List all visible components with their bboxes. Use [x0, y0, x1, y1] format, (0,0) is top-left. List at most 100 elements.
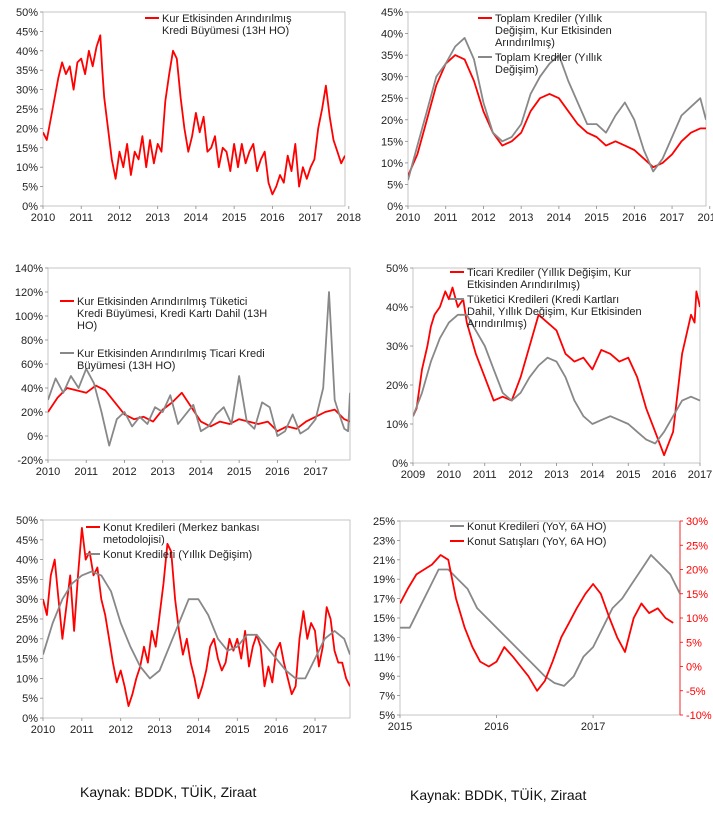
y-tick-label: 0%	[27, 431, 43, 443]
y-tick-label: 17%	[373, 594, 395, 606]
y-tick-label: 50%	[16, 515, 38, 527]
y-tick-label: 5%	[379, 710, 395, 722]
legend-label-1: Konut Kredileri (YoY, 6A HO)	[467, 521, 606, 533]
y-tick-label: 100%	[15, 311, 43, 323]
x-tick-label: 2012	[112, 466, 136, 478]
x-tick-label: 2014	[547, 212, 571, 224]
series-line-1	[43, 527, 350, 707]
x-tick-label: 2015	[225, 724, 249, 736]
y-tick-label: 30%	[16, 85, 38, 97]
x-tick-label: 2012	[471, 212, 495, 224]
x-tick-label: 2017	[660, 212, 684, 224]
y-tick-label: 5%	[22, 693, 38, 705]
x-tick-label: 2017	[298, 212, 322, 224]
y-tick-label: 60%	[21, 359, 43, 371]
y-tick-label: 15%	[16, 654, 38, 666]
x-tick-label: 2010	[36, 466, 60, 478]
y-tick-label: 0%	[22, 201, 38, 213]
y-tick-label: 19%	[373, 574, 395, 586]
y-tick-label: 50%	[386, 263, 408, 275]
y-tick-label: 10%	[386, 419, 408, 431]
legend-label-1: Konut Kredileri (Merkez bankası metodoloj…	[103, 522, 260, 546]
x-tick-label: 2018	[698, 212, 713, 224]
x-tick-label: 2015	[227, 466, 251, 478]
chart-c2: 0% 5% 10% 15% 20% 25% 30% 35% 40% 45% 2010 2011 2012…	[381, 7, 713, 224]
y2-tick-label: -5%	[686, 686, 706, 698]
y-tick-label: 30%	[386, 341, 408, 353]
y-tick-label: 25%	[373, 516, 395, 528]
y-tick-label: 20%	[16, 634, 38, 646]
chart-c5: 0% 5% 10% 15% 20% 25% 30% 35% 40% 45% 50% 2010 2011 2…	[16, 515, 351, 736]
y-tick-label: 25%	[381, 93, 403, 105]
series-line-2	[43, 570, 350, 680]
y-tick-label: 45%	[16, 535, 38, 547]
y-tick-label: 25%	[16, 104, 38, 116]
y-tick-label: 40%	[386, 302, 408, 314]
y-tick-label: 40%	[381, 29, 403, 41]
x-tick-label: 2016	[260, 212, 284, 224]
chart-c4: 0% 10% 20% 30% 40% 50% 2009 2010 2011 2012 2013 201…	[386, 263, 712, 481]
legend-label-2: Kur Etkisinden Arındırılmış Ticari Kredi…	[77, 348, 265, 372]
y-tick-label: 35%	[381, 50, 403, 62]
x-tick-label: 2014	[580, 469, 604, 481]
series-line-1	[48, 384, 350, 433]
y-tick-label: 35%	[16, 65, 38, 77]
x-tick-label: 2014	[186, 724, 210, 736]
x-tick-label: 2013	[145, 212, 169, 224]
x-tick-label: 2018	[337, 212, 361, 224]
y-tick-label: 10%	[381, 158, 403, 170]
x-tick-label: 2015	[388, 721, 412, 733]
series-line-2	[48, 291, 350, 447]
x-tick-label: 2011	[74, 466, 98, 478]
y-tick-label: 140%	[15, 263, 43, 275]
chart-c1: 0% 5% 10% 15% 20% 25% 30% 35% 40% 45% 50% 2010 2011 2…	[16, 7, 361, 224]
chart-c3: -20% 0% 20% 40% 60% 80% 100% 120% 140% 2010 2011 20…	[15, 263, 351, 478]
x-tick-label: 2016	[484, 721, 508, 733]
series-line-1	[408, 54, 706, 177]
legend-label-2: Tüketici Kredileri (Kredi Kartları Dahil,…	[467, 294, 642, 330]
x-tick-label: 2017	[303, 724, 327, 736]
source-note-right: Kaynak: BDDK, TÜİK, Ziraat	[410, 787, 587, 803]
y-tick-label: 35%	[16, 574, 38, 586]
legend-label-2: Toplam Krediler (Yıllık Değişim)	[495, 52, 602, 76]
x-tick-label: 2010	[396, 212, 420, 224]
y-tick-label: 45%	[16, 26, 38, 38]
y-tick-label: 20%	[381, 115, 403, 127]
y-tick-label: 9%	[379, 671, 395, 683]
y-tick-label: 23%	[373, 535, 395, 547]
x-tick-label: 2014	[189, 466, 213, 478]
x-tick-label: 2012	[108, 724, 132, 736]
y-tick-label: 15%	[381, 136, 403, 148]
y-tick-label: 25%	[16, 614, 38, 626]
plot-frame	[407, 11, 707, 207]
series-line-1	[43, 34, 345, 196]
y-tick-label: 21%	[373, 555, 395, 567]
y2-tick-label: 25%	[686, 540, 708, 552]
y-tick-label: 30%	[16, 594, 38, 606]
y-tick-label: 50%	[16, 7, 38, 19]
series-line-1	[400, 554, 680, 687]
y-tick-label: 45%	[381, 7, 403, 19]
legend-label-1: Kur Etkisinden Arındırılmış Tüketici Kred…	[77, 296, 267, 332]
x-tick-label: 2013	[147, 724, 171, 736]
series-line-2	[400, 554, 674, 692]
y-tick-label: 15%	[373, 613, 395, 625]
y-tick-label: 30%	[381, 72, 403, 84]
x-tick-label: 2017	[581, 721, 605, 733]
y-tick-label: 5%	[387, 179, 403, 191]
y-tick-label: 20%	[21, 407, 43, 419]
x-tick-label: 2017	[688, 469, 712, 481]
plot-frame	[42, 11, 346, 207]
x-tick-label: 2013	[509, 212, 533, 224]
y-tick-label: 120%	[15, 287, 43, 299]
y-tick-label: 40%	[16, 46, 38, 58]
x-tick-label: 2013	[150, 466, 174, 478]
y-tick-label: 10%	[16, 673, 38, 685]
y-tick-label: 15%	[16, 143, 38, 155]
x-tick-label: 2015	[222, 212, 246, 224]
y-tick-label: 5%	[22, 182, 38, 194]
x-tick-label: 2016	[652, 469, 676, 481]
chart-c6: 5% 7% 9% 11% 13% 15% 17% 19% 21% 23% 25% -10% -5% 0% 5…	[373, 516, 712, 733]
legend-label-1: Toplam Krediler (Yıllık Değişim, Kur Etki…	[495, 13, 612, 49]
y-tick-label: 40%	[16, 555, 38, 567]
